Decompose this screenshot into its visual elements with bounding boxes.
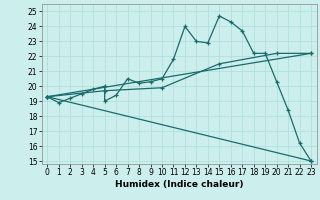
X-axis label: Humidex (Indice chaleur): Humidex (Indice chaleur): [115, 180, 244, 189]
